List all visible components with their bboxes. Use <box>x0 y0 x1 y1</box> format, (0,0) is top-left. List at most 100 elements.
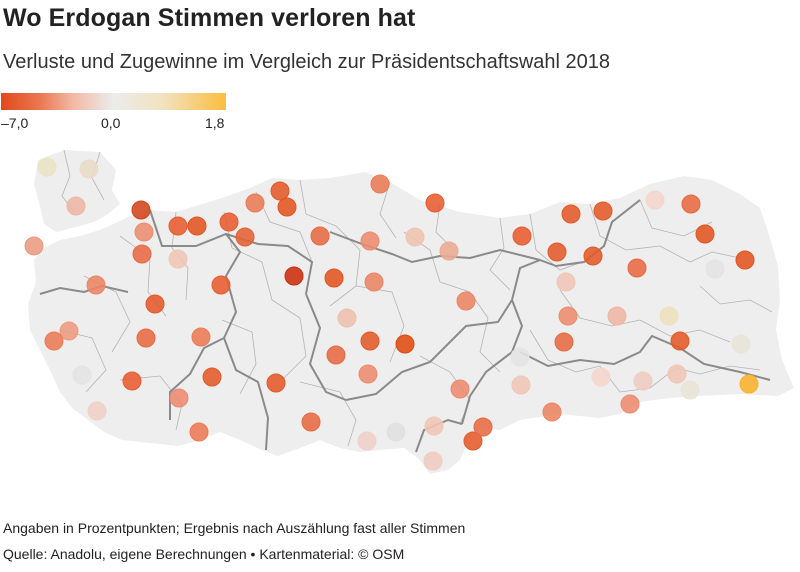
province-marker <box>358 364 378 384</box>
province-marker <box>86 275 106 295</box>
province-marker <box>357 431 377 451</box>
province-marker <box>439 241 459 261</box>
province-marker <box>695 224 715 244</box>
map-source: Quelle: Anadolu, eigene Berechnungen • K… <box>3 546 405 562</box>
province-marker <box>131 200 151 220</box>
province-marker <box>277 197 297 217</box>
province-marker <box>680 380 700 400</box>
province-marker <box>59 321 79 341</box>
province-marker <box>558 306 578 326</box>
province-marker <box>627 258 647 278</box>
region-border <box>305 293 347 401</box>
region-border <box>519 334 771 381</box>
province-marker <box>191 327 211 347</box>
province-marker <box>593 201 613 221</box>
province-marker <box>189 422 209 442</box>
province-marker <box>145 294 165 314</box>
province-marker <box>659 306 679 326</box>
province-marker <box>245 193 265 213</box>
map-subtitle: Verluste und Zugewinne im Vergleich zur … <box>3 51 611 73</box>
province-marker <box>364 272 384 292</box>
province-marker <box>168 216 188 236</box>
province-marker <box>66 196 86 216</box>
province-marker <box>79 159 99 179</box>
province-marker <box>512 226 532 246</box>
province-marker <box>547 242 567 262</box>
province-border <box>271 299 307 381</box>
province-marker <box>386 422 406 442</box>
province-marker <box>132 244 152 264</box>
province-marker <box>510 347 530 367</box>
legend-mid-label: 0,0 <box>101 115 121 131</box>
province-border <box>379 181 397 239</box>
map-note: Angaben in Prozentpunkten; Ergebnis nach… <box>3 520 466 536</box>
province-marker <box>450 379 470 399</box>
province-marker <box>731 334 751 354</box>
province-marker <box>370 174 390 194</box>
province-marker <box>633 371 653 391</box>
province-border <box>489 217 511 291</box>
color-legend: –7,0 0,0 1,8 <box>0 93 240 133</box>
province-marker <box>667 364 687 384</box>
region-border <box>461 299 524 425</box>
province-marker <box>122 371 142 391</box>
province-marker <box>360 231 380 251</box>
province-marker <box>423 451 443 471</box>
province-marker <box>211 275 231 295</box>
province-markers <box>24 157 759 471</box>
province-border <box>699 285 773 313</box>
province-marker <box>326 345 346 365</box>
legend-min-label: –7,0 <box>1 115 29 131</box>
province-marker <box>235 227 255 247</box>
province-marker <box>87 401 107 421</box>
region-border <box>447 259 541 345</box>
province-border <box>299 179 337 227</box>
province-marker <box>645 190 665 210</box>
province-marker <box>607 306 627 326</box>
province-border <box>221 319 257 395</box>
province-marker <box>424 416 444 436</box>
province-marker <box>301 412 321 432</box>
region-border <box>169 337 225 420</box>
province-marker <box>395 334 415 354</box>
province-marker <box>266 373 286 393</box>
province-marker <box>670 331 690 351</box>
province-marker <box>620 394 640 414</box>
province-marker <box>591 367 611 387</box>
region-border <box>345 343 449 401</box>
legend-max-label: 1,8 <box>205 115 225 131</box>
region-border <box>39 284 129 295</box>
province-marker <box>136 328 156 348</box>
province-marker <box>202 367 222 387</box>
province-border <box>529 329 601 373</box>
province-marker <box>187 216 207 236</box>
province-marker <box>463 431 483 451</box>
province-marker <box>511 375 531 395</box>
province-marker <box>735 250 755 270</box>
province-marker <box>134 222 154 242</box>
province-marker <box>542 402 562 422</box>
province-marker <box>24 236 44 256</box>
province-marker <box>583 246 603 266</box>
province-marker <box>168 249 188 269</box>
province-marker <box>37 157 57 177</box>
turkey-land <box>28 150 794 474</box>
province-marker <box>681 194 701 214</box>
province-marker <box>270 181 290 201</box>
province-border <box>469 291 501 373</box>
province-marker <box>473 417 493 437</box>
province-border <box>675 365 761 375</box>
province-marker <box>554 332 574 352</box>
province-marker <box>705 259 725 279</box>
province-marker <box>44 331 64 351</box>
province-marker <box>360 331 380 351</box>
province-border <box>299 381 357 447</box>
province-marker <box>425 193 445 213</box>
province-marker <box>337 308 357 328</box>
province-marker <box>739 374 759 394</box>
province-marker <box>72 365 92 385</box>
province-marker <box>556 272 576 292</box>
province-marker <box>405 227 425 247</box>
province-border <box>559 289 641 327</box>
province-border <box>659 245 741 263</box>
